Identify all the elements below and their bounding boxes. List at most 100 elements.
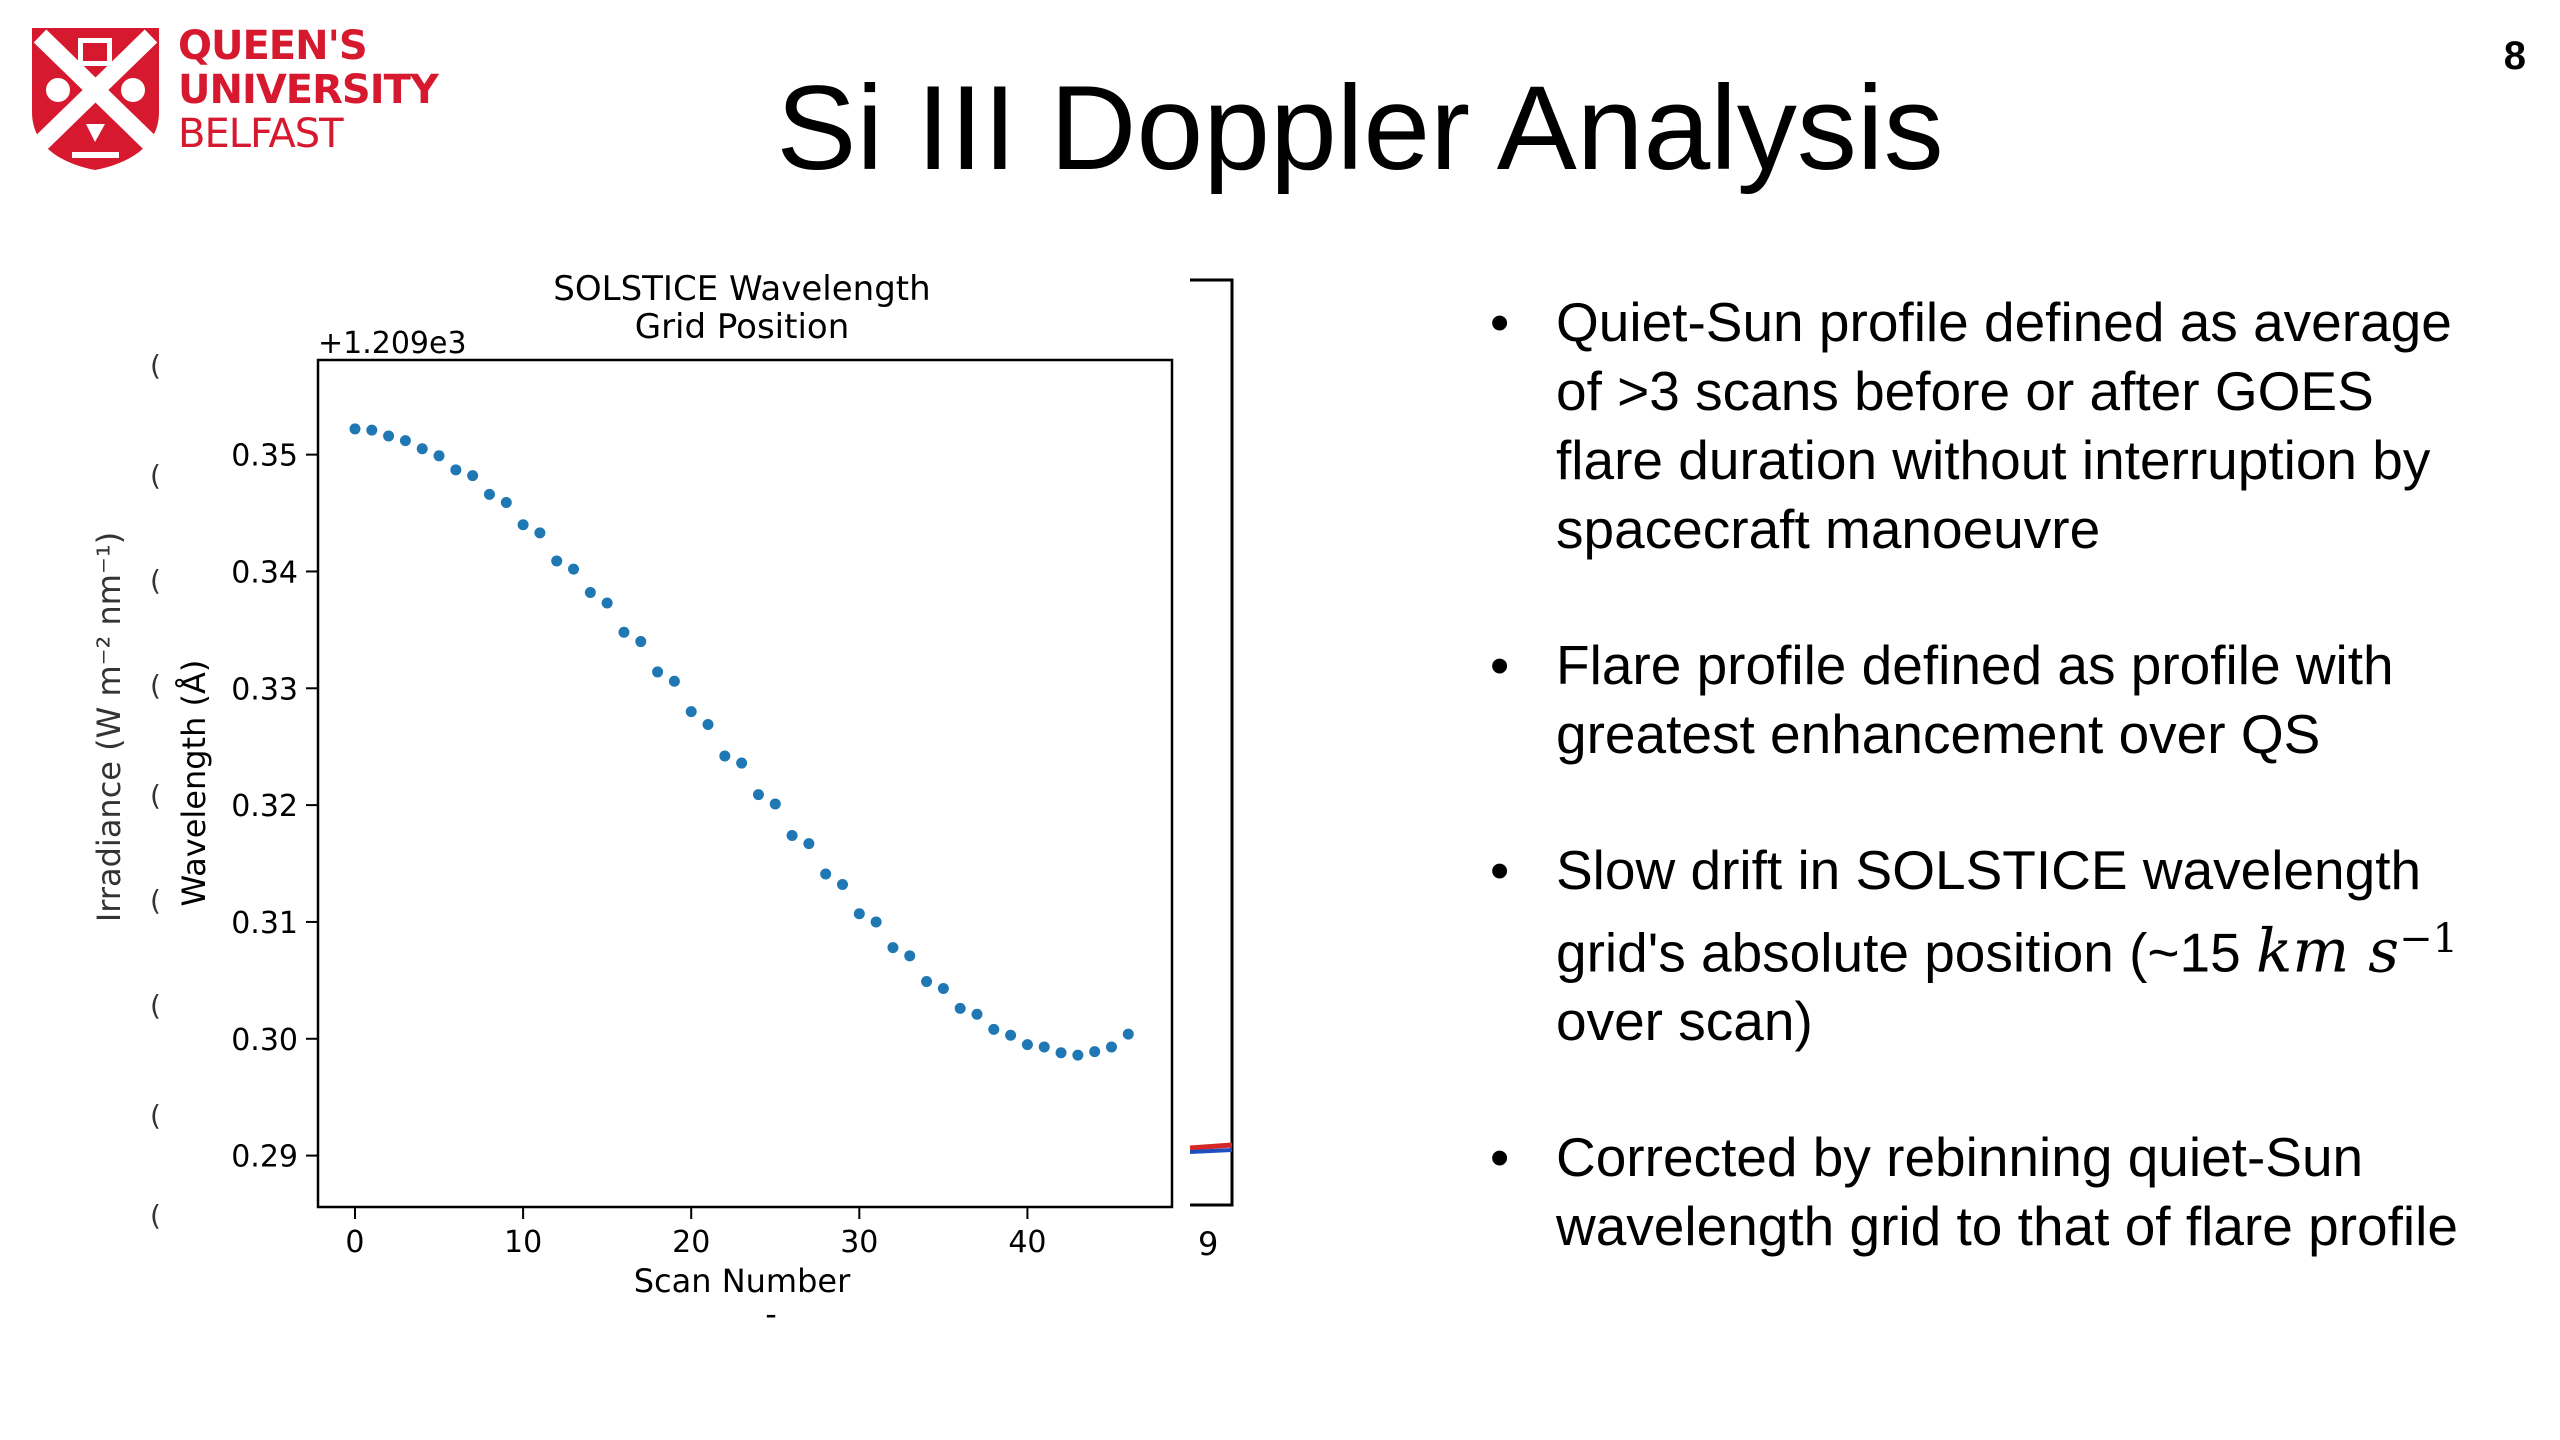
y-tick-label: 0.33 (231, 672, 298, 707)
background-tick-mark: ( (150, 459, 161, 492)
logo-line-2: UNIVERSITY (178, 67, 439, 113)
data-point (1072, 1049, 1084, 1061)
data-point (887, 942, 899, 954)
data-point (1055, 1047, 1067, 1059)
data-point (1105, 1041, 1117, 1053)
x-tick-label: 20 (672, 1225, 710, 1260)
logo-line-3: BELFAST (178, 111, 344, 157)
x-axis-label: Scan Number (634, 1262, 851, 1300)
bullet-3-line-1: Slow drift in SOLSTICE wavelength (1556, 839, 2422, 901)
logo-line-1: QUEEN'S (178, 23, 368, 69)
data-point (551, 555, 563, 567)
background-tick-mark: ( (150, 1199, 161, 1232)
bullet-1-line-1: Quiet-Sun profile defined as average (1556, 291, 2452, 353)
chart-title-line-2: Grid Position (635, 307, 850, 347)
data-point (1021, 1039, 1033, 1051)
bullet-4-line-2: wavelength grid to that of flare profile (1556, 1195, 2458, 1258)
data-point (954, 1002, 966, 1014)
data-point (635, 636, 647, 648)
bullet-dot-icon: • (1490, 1126, 1510, 1189)
background-tick-marks: ((((((((( (150, 349, 161, 1232)
bullet-item-2: • Flare profile defined as profile with … (1490, 631, 2530, 769)
bullet-item-4: • Corrected by rebinning quiet-Sun wavel… (1490, 1123, 2530, 1261)
data-point (1122, 1028, 1134, 1040)
data-point (736, 757, 748, 769)
data-point (584, 586, 596, 598)
data-point (937, 983, 949, 995)
slide-number: 8 (2503, 34, 2526, 78)
data-point (652, 666, 664, 678)
data-point (988, 1023, 1000, 1035)
background-red-line (1189, 1142, 1233, 1151)
data-point (366, 424, 378, 436)
unit-exponent: −1 (2399, 916, 2459, 962)
bullet-dot-icon: • (1490, 291, 1510, 353)
bullet-dot-icon: • (1490, 839, 1510, 901)
background-tick-mark: ( (150, 564, 161, 597)
data-point (803, 838, 815, 850)
bullet-1-line-4: spacecraft manoeuvre (1556, 498, 2101, 560)
y-tick-label: 0.29 (231, 1140, 298, 1175)
data-point (820, 868, 832, 880)
bullet-4-line-1: Corrected by rebinning quiet-Sun (1556, 1126, 2364, 1189)
x-tick-label: 40 (1008, 1225, 1046, 1260)
data-point (702, 719, 714, 731)
data-point (769, 798, 781, 810)
y-tick-label: 0.34 (231, 555, 298, 590)
data-point (921, 976, 933, 988)
data-point (668, 675, 680, 687)
data-point (568, 563, 580, 575)
background-tick-mark: ( (150, 669, 161, 702)
bullet-2-line-1: Flare profile defined as profile with (1556, 634, 2394, 696)
bullet-item-3: • Slow drift in SOLSTICE wavelength grid… (1490, 836, 2530, 1056)
bullet-3-text: grid's absolute position (~15 (1556, 921, 2256, 984)
bullet-dot-icon: • (1490, 634, 1510, 696)
x-tick-label: 10 (504, 1225, 542, 1260)
y-tick-label: 0.35 (231, 439, 298, 474)
data-point (467, 470, 479, 482)
chart-title-line-1: SOLSTICE Wavelength (553, 269, 930, 309)
y-offset-label: +1.209e3 (318, 326, 467, 361)
x-axis: 0 10 20 30 40 (345, 1207, 1047, 1260)
background-x-tick-label: 9 (1198, 1225, 1218, 1263)
data-point (383, 430, 395, 442)
bullet-2-line-2: greatest enhancement over QS (1556, 703, 2321, 765)
bullet-1-line-3: flare duration without interruption by (1556, 429, 2431, 491)
data-point (450, 464, 462, 476)
background-xlabel-fragment: - (765, 1295, 777, 1333)
background-blue-line (1189, 1148, 1233, 1154)
data-point (853, 908, 865, 920)
data-point (433, 450, 445, 462)
data-point (1038, 1041, 1050, 1053)
x-tick-label: 0 (345, 1225, 364, 1260)
slide-title: Si III Doppler Analysis (776, 61, 1944, 195)
bullet-3-line-3: over scan) (1556, 990, 1813, 1053)
x-tick-label: 30 (840, 1225, 878, 1260)
data-point (837, 879, 849, 891)
background-plot: Irradiance (W m⁻² nm⁻¹) ((((((((( 9 - (90, 278, 1234, 1333)
data-point (349, 423, 361, 435)
background-axes-frame (1190, 278, 1234, 1207)
data-point (1089, 1046, 1101, 1058)
y-tick-label: 0.32 (231, 789, 298, 824)
data-series (349, 423, 1134, 1061)
data-point (752, 789, 764, 801)
data-point (517, 519, 529, 531)
background-tick-mark: ( (150, 884, 161, 917)
background-tick-mark: ( (150, 779, 161, 812)
bullet-1-line-2: of >3 scans before or after GOES (1556, 360, 2374, 422)
chart-svg: Irradiance (W m⁻² nm⁻¹) ((((((((( 9 - 0.… (90, 269, 1234, 1333)
bullet-list: • Quiet-Sun profile defined as average o… (1490, 288, 2530, 1328)
y-axis: 0.29 0.30 0.31 0.32 0.33 0.34 0.35 (231, 439, 318, 1175)
data-point (618, 626, 630, 638)
data-point (399, 435, 411, 447)
plot-area (316, 358, 1174, 1209)
background-ylabel: Irradiance (W m⁻² nm⁻¹) (90, 532, 128, 922)
bullet-item-1: • Quiet-Sun profile defined as average o… (1490, 288, 2530, 564)
data-point (601, 597, 613, 609)
data-point (685, 706, 697, 718)
y-axis-label: Wavelength (Å) (175, 660, 213, 907)
data-point (719, 750, 731, 762)
data-point (786, 829, 798, 841)
university-logo: QUEEN'S UNIVERSITY BELFAST (28, 24, 448, 174)
